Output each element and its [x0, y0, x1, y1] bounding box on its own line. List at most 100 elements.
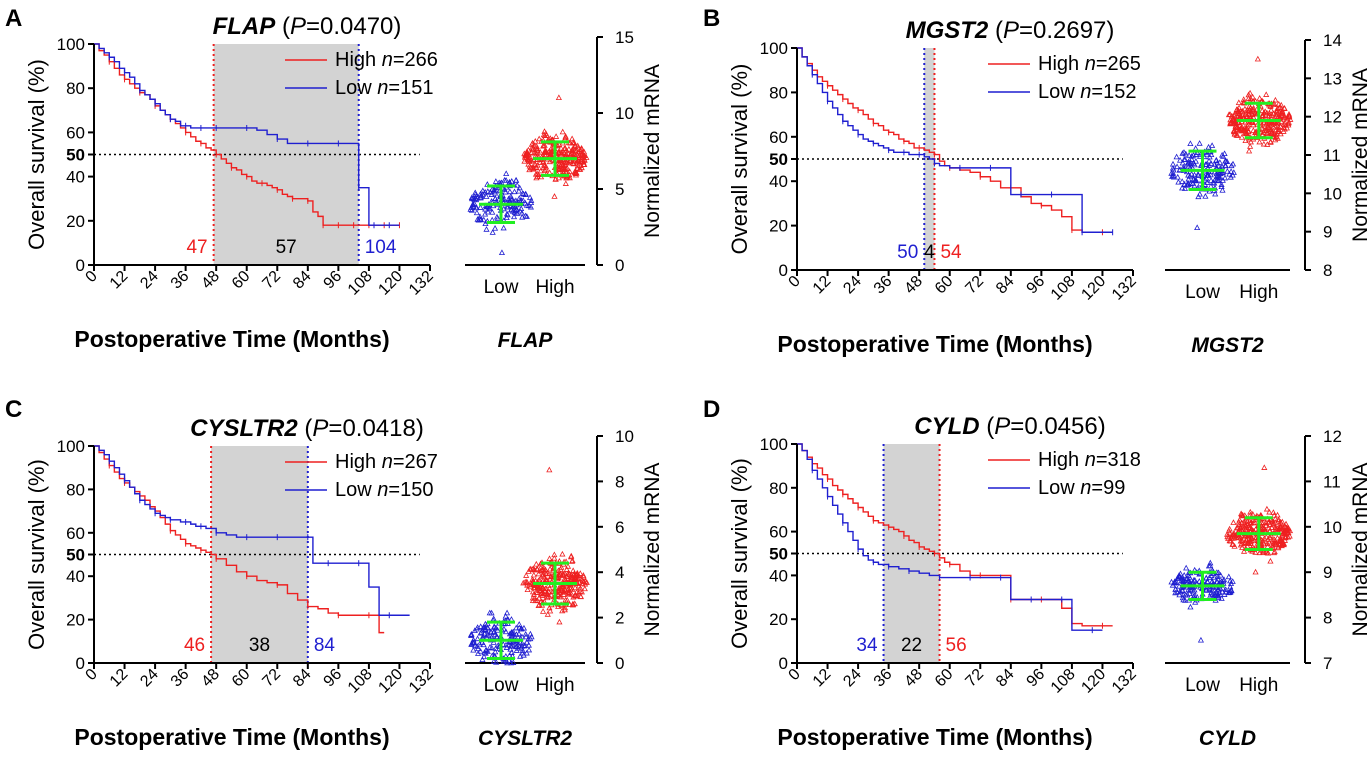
- expression-point: [1264, 124, 1271, 130]
- km-x-tick-label: 36: [168, 268, 193, 293]
- panel-letter: D: [703, 396, 720, 423]
- expression-point: [1276, 524, 1283, 531]
- expression-point: [567, 151, 574, 158]
- expression-point: [1219, 588, 1226, 595]
- expression-point: [571, 570, 578, 576]
- expression-point: [1245, 107, 1252, 114]
- expression-point: [1261, 109, 1268, 116]
- expression-point: [531, 160, 538, 167]
- expression-point: [1261, 464, 1268, 470]
- expression-point: [486, 204, 493, 211]
- expression-point: [578, 145, 585, 151]
- legend-entry-high: High n=265: [1038, 53, 1141, 75]
- expression-point: [1222, 162, 1229, 169]
- expression-point: [541, 588, 549, 594]
- survival-curve-low: [797, 47, 1113, 233]
- expression-point: [1259, 525, 1266, 531]
- km-x-axis-label: Postoperative Time (Months): [777, 724, 1092, 750]
- expression-point: [1240, 548, 1248, 554]
- expression-point: [489, 186, 496, 192]
- expression-point: [1225, 573, 1232, 580]
- expression-point: [1194, 170, 1202, 177]
- expression-point: [1215, 176, 1222, 183]
- expression-point: [574, 142, 581, 149]
- expression-point: [1195, 172, 1202, 178]
- expression-point: [525, 568, 532, 574]
- expression-point: [558, 150, 565, 157]
- expression-point: [473, 209, 480, 216]
- expression-y-tick-label: 0: [615, 654, 624, 673]
- expression-point: [532, 582, 539, 589]
- legend-label-high: High: [335, 49, 376, 71]
- expression-point: [559, 550, 566, 557]
- km-x-tick-label: 132: [1109, 273, 1140, 304]
- panel-letter: C: [5, 396, 22, 423]
- expression-gene-label: MGST2: [1191, 334, 1264, 357]
- expression-y-tick-label: 10: [1323, 518, 1342, 537]
- km-y-axis-label: Overall survival (%): [727, 64, 752, 255]
- expression-point: [515, 187, 522, 194]
- expression-point: [523, 638, 530, 645]
- expression-point: [489, 229, 496, 235]
- expression-point: [525, 646, 533, 653]
- expression-point: [490, 639, 497, 645]
- km-y-axis-label: Overall survival (%): [727, 458, 752, 649]
- expression-point: [510, 213, 518, 220]
- km-x-tick-label: 60: [932, 273, 957, 298]
- km-y-tick-label: 40: [66, 567, 85, 586]
- expression-point: [582, 578, 589, 584]
- expression-point: [1249, 118, 1256, 125]
- expression-point: [1196, 578, 1203, 584]
- expression-point: [1250, 127, 1257, 133]
- median-difference-label: 22: [901, 635, 922, 656]
- expression-point: [484, 208, 492, 215]
- expression-point: [553, 133, 560, 139]
- expression-point: [1265, 120, 1273, 126]
- expression-y-tick-label: 8: [1323, 609, 1332, 628]
- expression-point: [517, 207, 524, 214]
- expression-point: [1249, 548, 1256, 554]
- km-x-tick-label: 84: [993, 273, 1018, 298]
- km-x-tick-label: 12: [107, 268, 132, 293]
- title-p-value: 0.0470: [320, 13, 393, 40]
- expression-point: [519, 649, 526, 656]
- legend-equals: =: [393, 451, 405, 473]
- km-y-tick-label: 100: [57, 35, 85, 54]
- expression-point: [1254, 55, 1261, 62]
- expression-point: [1245, 110, 1252, 117]
- expression-point: [564, 563, 572, 569]
- median-difference-label: 38: [249, 635, 270, 656]
- expression-point: [563, 566, 570, 572]
- expression-point: [551, 551, 558, 558]
- expression-point: [483, 203, 491, 210]
- expression-point: [1271, 540, 1278, 546]
- expression-point: [1239, 108, 1246, 115]
- expression-point: [1230, 117, 1237, 124]
- median-label-left: 50: [897, 242, 918, 263]
- expression-point: [1182, 156, 1189, 162]
- expression-point: [1238, 537, 1246, 544]
- km-y-tick-label: 100: [760, 39, 788, 58]
- expression-point: [517, 653, 524, 659]
- expression-point: [477, 204, 484, 210]
- expression-y-tick-label: 6: [615, 518, 624, 537]
- expression-point: [579, 580, 586, 586]
- title-paren: (: [275, 13, 290, 40]
- median-label-left: 46: [184, 635, 205, 656]
- expression-point: [474, 635, 481, 642]
- km-x-tick-label: 84: [290, 666, 315, 691]
- expression-point: [516, 624, 523, 631]
- km-x-tick-label: 120: [1078, 666, 1109, 697]
- expression-point: [557, 144, 565, 151]
- km-y-tick-label: 80: [769, 83, 788, 102]
- expression-point: [532, 149, 539, 156]
- expression-point: [534, 173, 541, 179]
- expression-point: [1191, 161, 1198, 168]
- expression-point: [534, 584, 541, 590]
- expression-point: [479, 656, 486, 662]
- expression-point: [1274, 511, 1281, 518]
- expression-point: [1215, 173, 1222, 180]
- expression-point: [546, 555, 553, 562]
- expression-point: [1227, 583, 1234, 590]
